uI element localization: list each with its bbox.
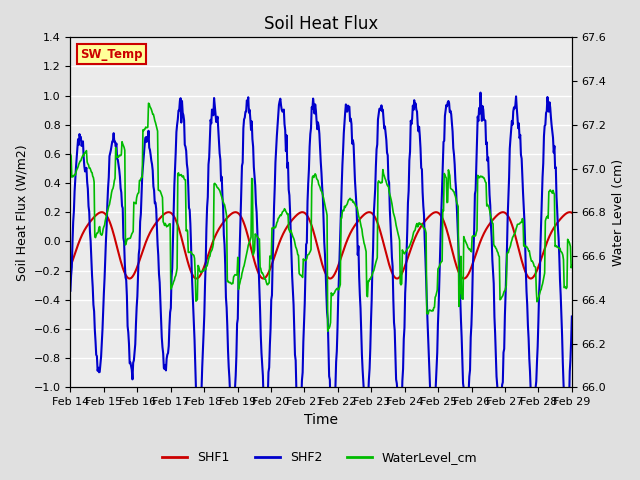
SHF2: [205, 162, 212, 168]
WaterLevel_cm: [76, 160, 83, 166]
SHF2: [396, 413, 404, 419]
SHF2: [67, 288, 74, 294]
Title: Soil Heat Flux: Soil Heat Flux: [264, 15, 378, 33]
SHF1: [382, 249, 390, 254]
SHF2: [178, 98, 186, 104]
Line: WaterLevel_cm: WaterLevel_cm: [70, 103, 572, 331]
SHF2: [477, 90, 484, 96]
Text: SW_Temp: SW_Temp: [81, 48, 143, 61]
Y-axis label: Water Level (cm): Water Level (cm): [612, 159, 625, 266]
WaterLevel_cm: [383, 182, 391, 188]
WaterLevel_cm: [398, 281, 406, 287]
Legend: SHF1, SHF2, WaterLevel_cm: SHF1, SHF2, WaterLevel_cm: [157, 446, 483, 469]
SHF1: [76, 238, 83, 244]
SHF2: [568, 313, 576, 319]
Line: SHF2: SHF2: [70, 93, 572, 422]
SHF2: [382, 131, 390, 136]
WaterLevel_cm: [568, 263, 576, 268]
X-axis label: Time: Time: [304, 413, 338, 427]
WaterLevel_cm: [324, 328, 332, 334]
Y-axis label: Soil Heat Flux (W/m2): Soil Heat Flux (W/m2): [15, 144, 28, 281]
WaterLevel_cm: [127, 233, 135, 239]
SHF2: [76, 131, 83, 137]
SHF1: [127, 275, 135, 281]
WaterLevel_cm: [145, 100, 152, 106]
WaterLevel_cm: [179, 174, 186, 180]
SHF1: [396, 273, 404, 279]
SHF1: [178, 237, 186, 242]
WaterLevel_cm: [205, 254, 213, 260]
SHF1: [205, 251, 212, 257]
SHF1: [67, 264, 74, 270]
SHF1: [566, 209, 573, 215]
SHF1: [568, 210, 576, 216]
SHF2: [127, 363, 135, 369]
Line: SHF1: SHF1: [70, 212, 572, 278]
SHF1: [527, 276, 534, 281]
WaterLevel_cm: [67, 151, 74, 157]
SHF2: [531, 419, 538, 425]
